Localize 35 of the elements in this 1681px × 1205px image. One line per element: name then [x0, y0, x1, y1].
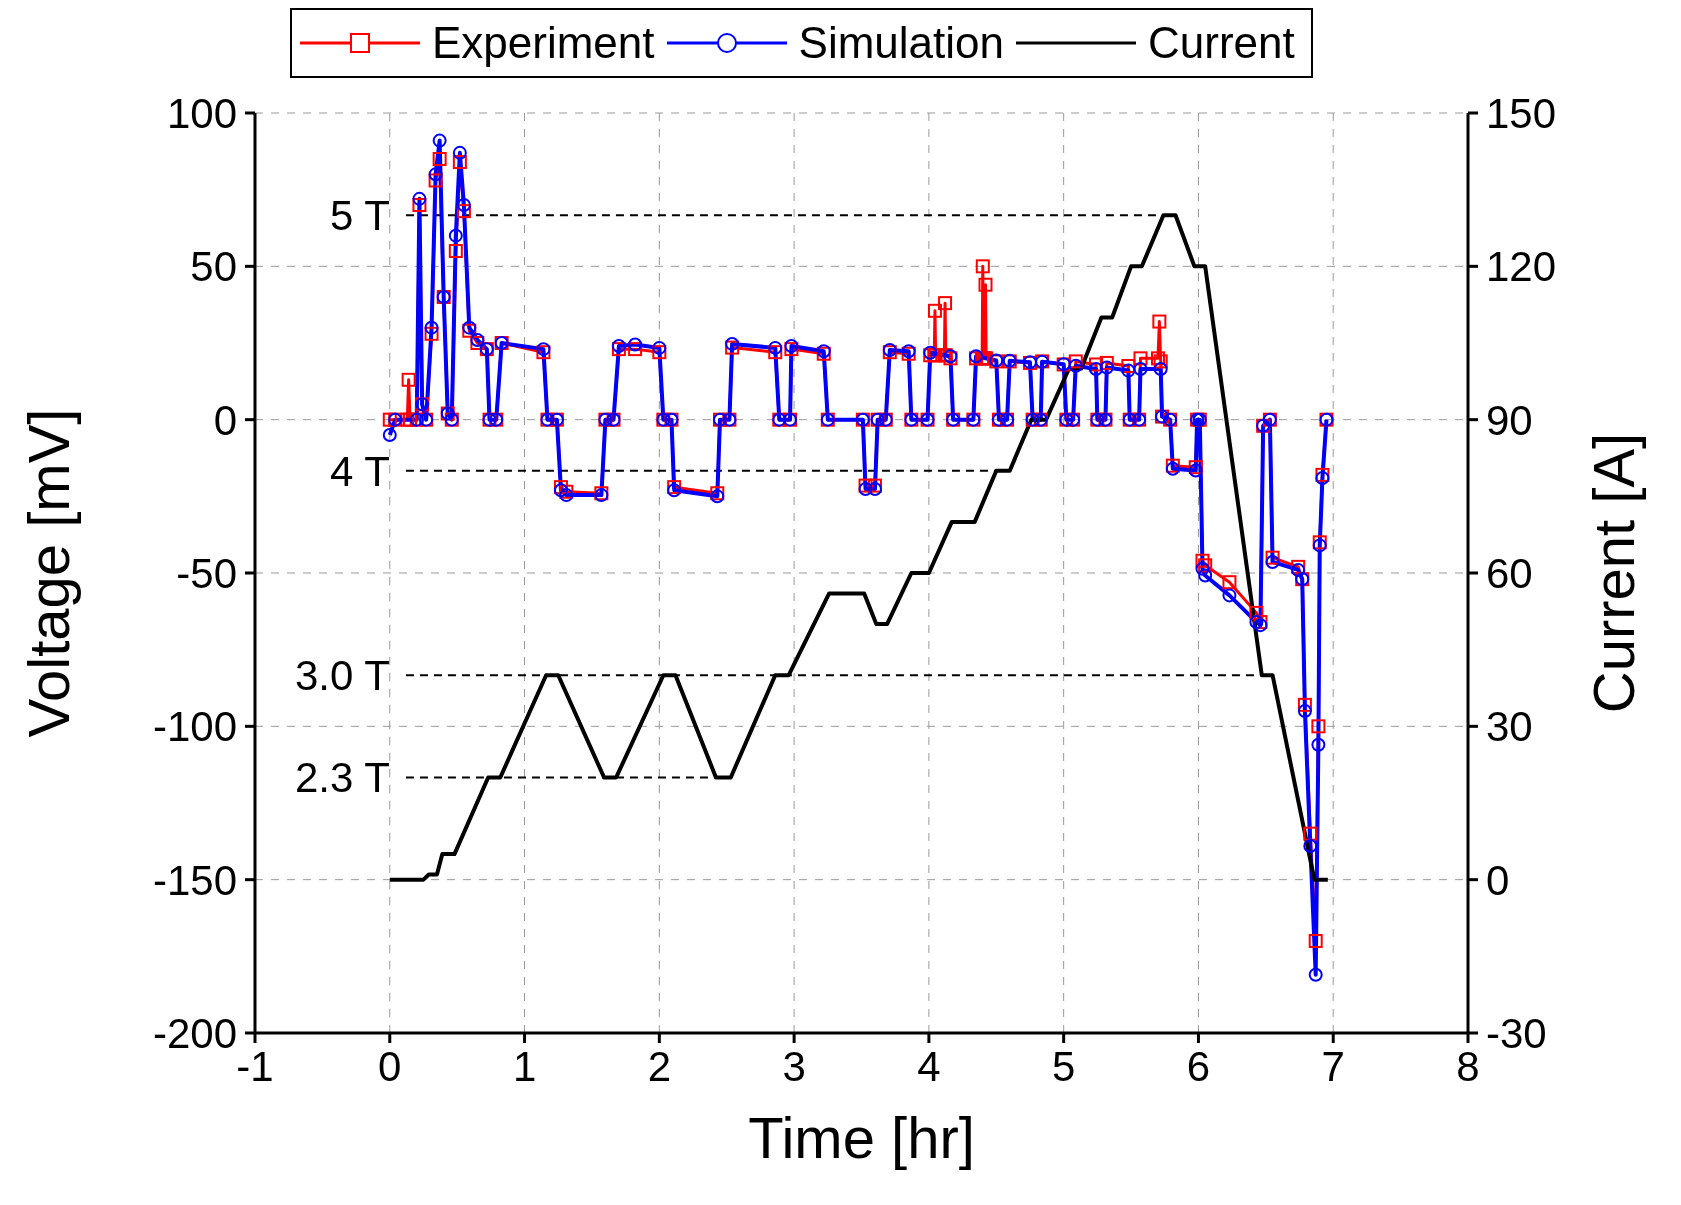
- line-series: [387, 213, 1330, 882]
- ref-line-label: 5 T: [330, 192, 390, 240]
- x-tick-label: 3: [782, 1042, 806, 1090]
- x-axis-title: Time [hr]: [748, 1105, 975, 1170]
- y2-tick-label: 60: [1486, 549, 1533, 597]
- y2-tick-label: 90: [1486, 396, 1533, 444]
- y2-tick-label: 0: [1486, 856, 1510, 904]
- x-tick-label: 5: [1051, 1042, 1076, 1090]
- y-tick-label: 0: [213, 396, 237, 444]
- y-axis-title: Voltage [mV]: [15, 408, 81, 738]
- y2-tick-label: 30: [1486, 703, 1533, 751]
- y-tick-label: 100: [166, 89, 237, 137]
- x-tick-label: 1: [512, 1042, 537, 1090]
- x-tick-label: -1: [236, 1042, 274, 1090]
- legend-label: Experiment: [432, 18, 655, 68]
- y-tick-label: -100: [152, 703, 237, 751]
- y-tick-label: -150: [152, 856, 237, 904]
- y-tick-label: -200: [152, 1009, 237, 1057]
- x-tick-label: 7: [1321, 1042, 1345, 1090]
- y-tick-label: -50: [176, 549, 237, 597]
- ref-line-label: 3.0 T: [295, 652, 390, 700]
- y-tick-label: 50: [190, 243, 237, 291]
- y2-tick-label: 150: [1486, 89, 1557, 137]
- y2-axis-title: Current [A]: [1580, 432, 1646, 714]
- y2-tick-label: -30: [1486, 1009, 1547, 1057]
- x-tick-label: 8: [1456, 1042, 1480, 1090]
- ref-line-label: 4 T: [330, 447, 390, 495]
- x-tick-label: 0: [378, 1042, 402, 1090]
- ref-line-label: 2.3 T: [295, 754, 390, 802]
- x-tick-label: 6: [1186, 1042, 1211, 1090]
- y2-tick-label: 120: [1486, 243, 1557, 291]
- x-tick-label: 2: [647, 1042, 672, 1090]
- x-tick-label: 4: [917, 1042, 941, 1090]
- legend-label: Simulation: [798, 18, 1004, 68]
- legend-label: Current: [1147, 18, 1295, 68]
